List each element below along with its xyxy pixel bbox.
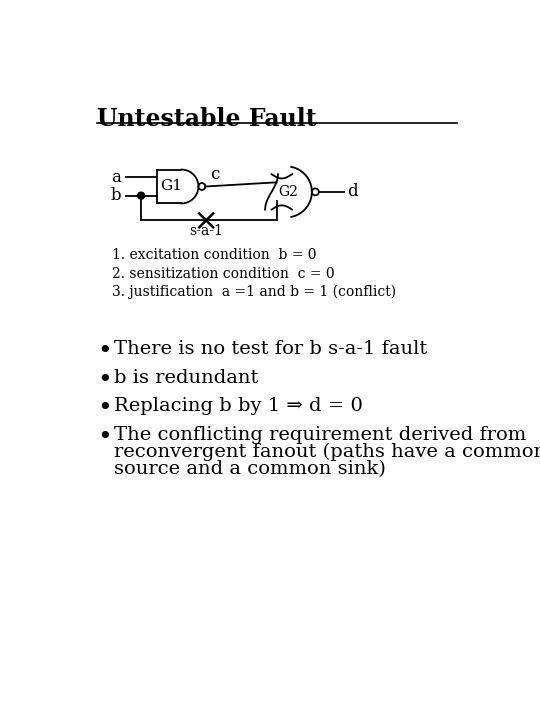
Text: •: • xyxy=(97,369,112,392)
Text: •: • xyxy=(97,426,112,449)
Text: There is no test for b s-a-1 fault: There is no test for b s-a-1 fault xyxy=(114,341,427,359)
Text: The conflicting requirement derived from: The conflicting requirement derived from xyxy=(114,426,526,444)
Text: reconvergent fanout (paths have a common: reconvergent fanout (paths have a common xyxy=(114,443,540,461)
Text: b is redundant: b is redundant xyxy=(114,369,258,387)
Text: •: • xyxy=(97,341,112,364)
Text: b: b xyxy=(110,187,121,204)
Text: 1. excitation condition  b = 0: 1. excitation condition b = 0 xyxy=(112,248,317,262)
Text: •: • xyxy=(97,397,112,420)
Text: d: d xyxy=(347,184,357,200)
Text: c: c xyxy=(210,166,219,183)
Circle shape xyxy=(138,192,145,199)
Text: s-a-1: s-a-1 xyxy=(189,224,223,238)
Text: Replacing b by 1 ⇒ d = 0: Replacing b by 1 ⇒ d = 0 xyxy=(114,397,363,415)
Text: 3. justification  a =1 and b = 1 (conflict): 3. justification a =1 and b = 1 (conflic… xyxy=(112,285,396,300)
Text: source and a common sink): source and a common sink) xyxy=(114,460,386,478)
Text: 2. sensitization condition  c = 0: 2. sensitization condition c = 0 xyxy=(112,266,335,281)
Text: a: a xyxy=(111,169,121,186)
Text: G2: G2 xyxy=(279,185,299,199)
Text: G1: G1 xyxy=(160,179,181,194)
Text: Untestable Fault: Untestable Fault xyxy=(97,107,316,131)
